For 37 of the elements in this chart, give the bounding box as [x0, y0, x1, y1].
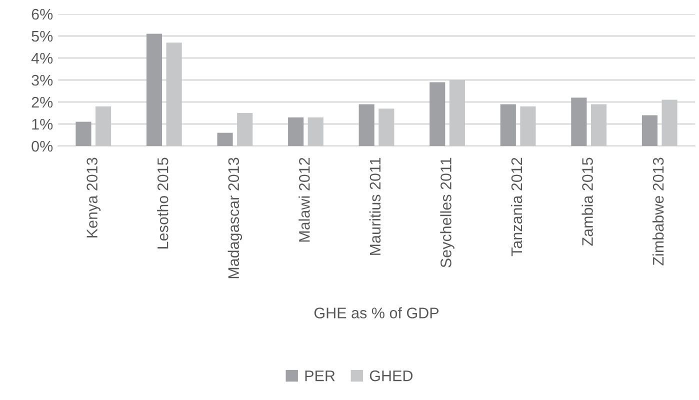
y-tick-label: 1% [32, 118, 53, 130]
bar [166, 42, 182, 146]
bar [96, 106, 112, 146]
bar [500, 104, 516, 146]
x-tick-label: Mauritius 2011 [369, 158, 381, 255]
bar [571, 98, 587, 146]
bar [590, 104, 607, 146]
x-tick-label: Tanzania 2012 [510, 158, 522, 256]
bar [76, 122, 92, 146]
bar [430, 82, 446, 146]
bar [449, 80, 465, 146]
y-tick-label: 5% [32, 30, 53, 42]
bar [308, 117, 324, 146]
bar [237, 113, 253, 146]
y-tick-label: 4% [31, 52, 53, 64]
x-tick-label: Kenya 2013 [86, 158, 101, 238]
bar [642, 115, 658, 146]
y-tick-label: 2% [32, 96, 53, 108]
x-tick-label: Malawi 2012 [298, 158, 310, 242]
bar [358, 104, 374, 146]
bar [288, 117, 304, 146]
legend-label: PER [305, 370, 335, 382]
y-tick-label: 0% [32, 140, 53, 152]
x-tick-label: Zimbabwe 2013 [652, 158, 664, 266]
x-tick-label: Zambia 2015 [582, 158, 593, 246]
bar [378, 108, 394, 146]
bar [146, 34, 162, 146]
x-tick-label: Madagascar 2013 [228, 158, 242, 278]
y-tick-label: 6% [32, 8, 53, 20]
legend-label: GHED [370, 370, 413, 382]
bar [217, 132, 233, 146]
x-axis-title: GHE as % of GDP [314, 307, 439, 318]
x-tick-label: Seychelles 2011 [440, 158, 454, 268]
x-tick-label: Lesotho 2015 [157, 158, 168, 248]
bar [662, 100, 678, 146]
bar [520, 106, 536, 146]
y-tick-label: 3% [32, 74, 53, 86]
